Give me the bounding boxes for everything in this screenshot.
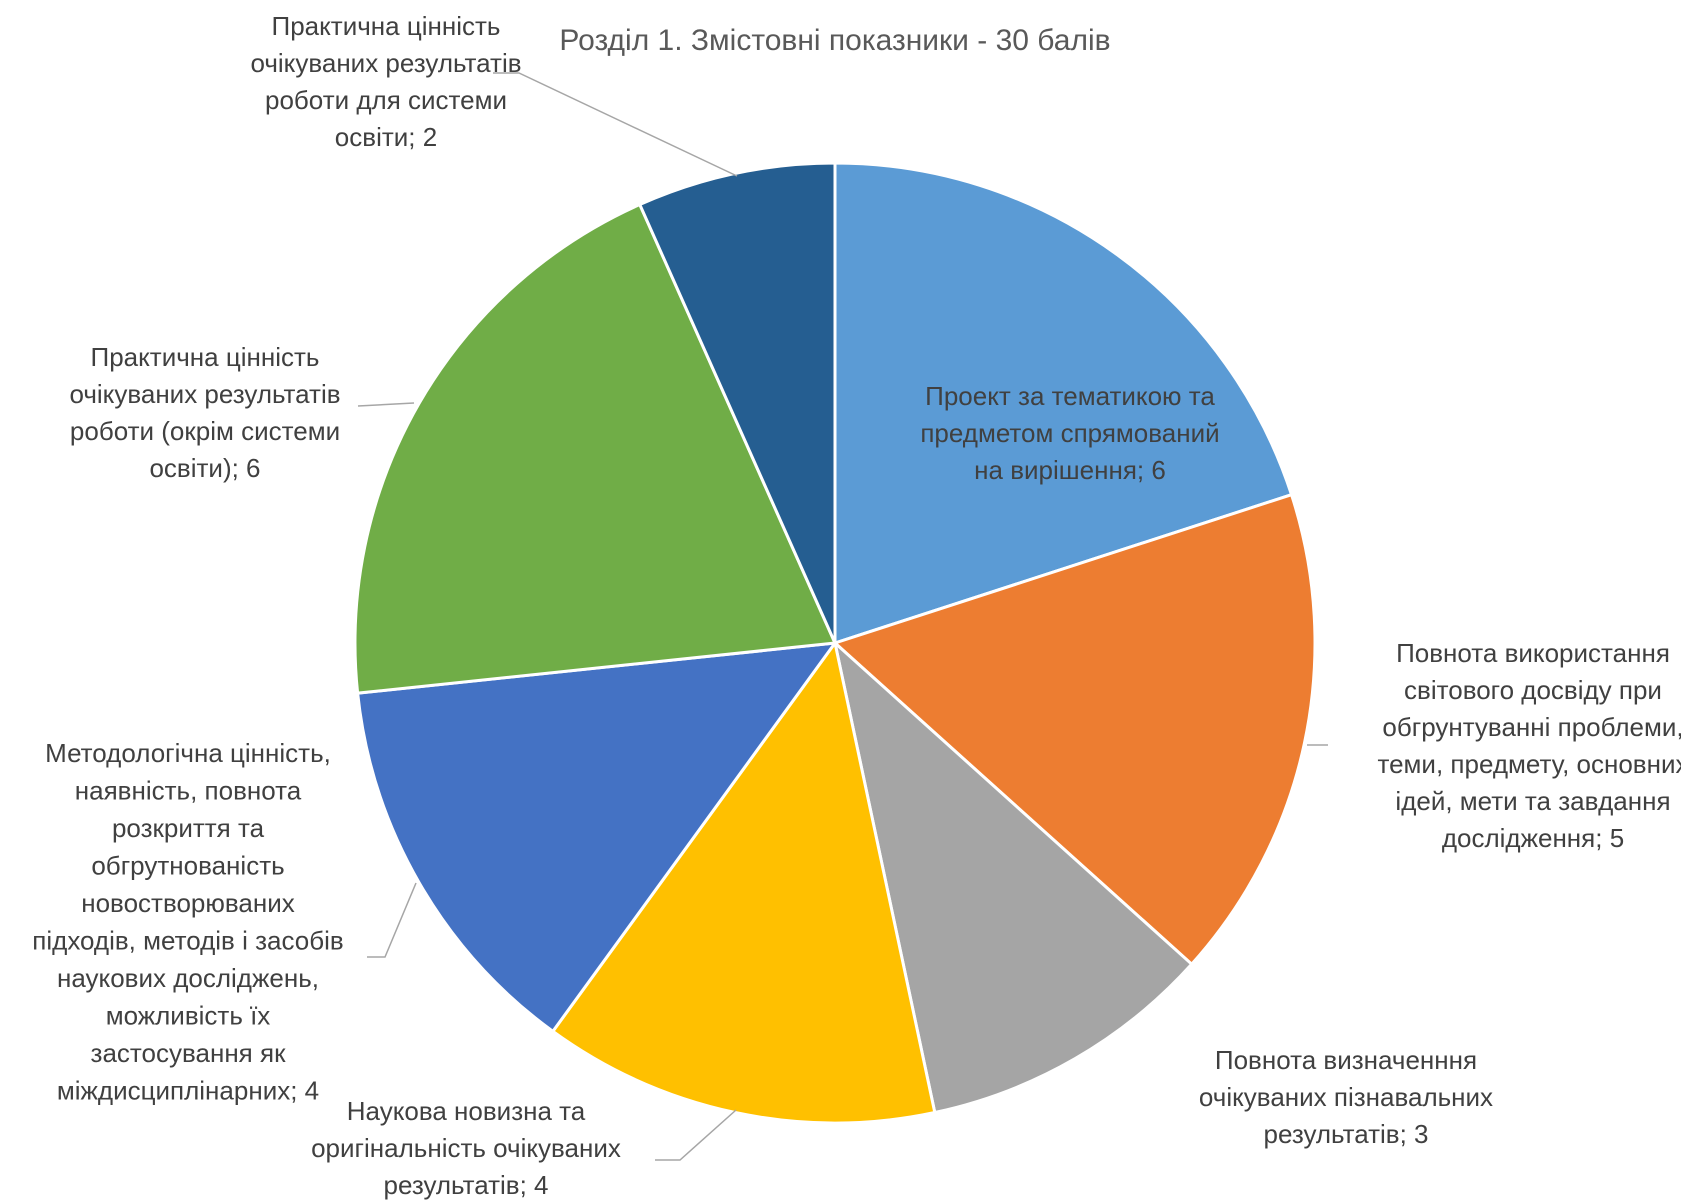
- data-label-line: на вирішення; 6: [974, 455, 1166, 485]
- data-label-line: роботи для системи: [265, 85, 507, 115]
- data-label-line: новостворюваних: [81, 888, 295, 918]
- data-label-line: розкриття та: [112, 813, 265, 843]
- data-label-line: результатів; 3: [1263, 1119, 1428, 1149]
- data-label-line: наявність, повнота: [75, 776, 302, 806]
- data-label-line: Повнота визначенння: [1215, 1045, 1477, 1075]
- pie-slices: [353, 161, 1317, 1125]
- data-label-line: оригінальність очікуваних: [311, 1133, 621, 1163]
- data-label-line: застосування як: [91, 1038, 287, 1068]
- pie-slice-3: [832, 638, 1194, 1115]
- data-labels: Проект за тематикою та предметом спрямова…: [32, 11, 1681, 1200]
- data-label-line: ідей, мети та завдання: [1395, 786, 1670, 816]
- pie-slice-2: [832, 492, 1317, 967]
- data-label-line: роботи (окрім системи: [70, 416, 340, 446]
- data-label-4: Наукова новизна та оригінальність очікува…: [311, 1096, 621, 1200]
- leader-line-4: [655, 1109, 737, 1161]
- data-label-line: Методологічна цінність,: [45, 738, 331, 768]
- data-label-line: наукових досліджень,: [57, 963, 319, 993]
- data-label-line: Наукова новизна та: [347, 1096, 586, 1126]
- data-label-line: обгрунтуванні проблеми,: [1382, 712, 1681, 742]
- data-label-line: очікуваних результатів: [250, 48, 521, 78]
- data-label-line: Проект за тематикою та: [925, 381, 1215, 411]
- data-label-1: Проект за тематикою та предметом спрямова…: [920, 381, 1219, 485]
- data-label-line: освіти; 2: [335, 122, 437, 152]
- data-label-line: Повнота використання: [1396, 638, 1670, 668]
- data-label-line: очікуваних пізнавальних: [1199, 1082, 1493, 1112]
- chart-title: Розділ 1. Змістовні показники - 30 балів: [559, 24, 1110, 57]
- data-label-line: теми, предмету, основних: [1377, 749, 1681, 779]
- data-label-line: дослідження; 5: [1442, 823, 1624, 853]
- leader-lines: [357, 72, 1328, 1161]
- data-label-line: підходів, методів і засобів: [32, 926, 343, 956]
- data-label-line: Практична цінність: [272, 11, 501, 41]
- pie-slice-7: [637, 161, 837, 644]
- pie-slice-1: [833, 161, 1294, 646]
- data-label-line: результатів; 4: [383, 1170, 548, 1200]
- data-label-line: міждисциплінарних; 4: [57, 1076, 319, 1106]
- data-label-6: Практична цінність очікуваних результатів…: [69, 342, 340, 483]
- leader-line-5: [367, 882, 417, 958]
- data-label-line: світового досвіду при: [1404, 675, 1662, 705]
- data-label-line: можливість їх: [106, 1001, 271, 1031]
- leader-line-7: [493, 72, 738, 177]
- data-label-line: освіти); 6: [149, 453, 260, 483]
- data-label-line: обгрутнованість: [91, 851, 284, 881]
- leader-line-6: [357, 402, 415, 407]
- data-label-line: очікуваних результатів: [69, 379, 340, 409]
- data-label-5: Методологічна цінність, наявність, повнот…: [32, 738, 343, 1106]
- data-label-line: Практична цінність: [91, 342, 320, 372]
- pie-slice-4: [550, 639, 937, 1125]
- data-label-line: предметом спрямований: [920, 418, 1219, 448]
- pie-slice-6: [353, 202, 838, 695]
- data-label-7: Практична цінність очікуваних результатів…: [250, 11, 521, 152]
- data-label-2: Повнота використання світового досвіду пр…: [1377, 638, 1681, 853]
- pie-slice-5: [355, 641, 839, 1034]
- data-label-3: Повнота визначенння очікуваних пізнавальн…: [1199, 1045, 1493, 1149]
